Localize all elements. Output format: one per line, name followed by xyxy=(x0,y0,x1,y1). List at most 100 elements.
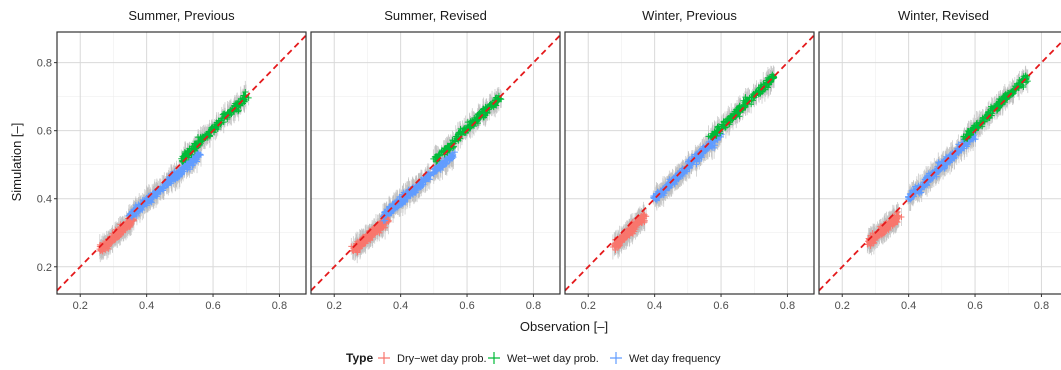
data-point xyxy=(157,186,164,193)
data-point xyxy=(361,240,368,247)
data-point xyxy=(137,203,144,210)
data-point xyxy=(935,159,942,166)
x-tick-label: 0.2 xyxy=(327,300,342,312)
data-point xyxy=(447,157,454,164)
data-point xyxy=(364,236,371,243)
data-point xyxy=(970,135,977,142)
data-point xyxy=(919,182,926,189)
x-tick-label: 0.2 xyxy=(73,300,88,312)
legend-label: Wet day frequency xyxy=(629,353,721,365)
data-point xyxy=(418,178,425,185)
data-point xyxy=(242,94,249,101)
data-point xyxy=(421,178,428,185)
data-point xyxy=(884,225,891,232)
data-point xyxy=(423,173,430,180)
data-point xyxy=(450,154,457,161)
data-point xyxy=(226,109,233,116)
data-point xyxy=(180,154,187,161)
y-axis-title: Simulation [–] xyxy=(9,123,24,202)
data-point xyxy=(123,221,130,228)
data-point xyxy=(471,116,478,123)
data-point xyxy=(116,229,123,236)
data-point xyxy=(671,180,678,187)
data-point xyxy=(685,160,692,167)
data-point xyxy=(415,185,422,192)
data-point xyxy=(696,154,703,161)
data-point xyxy=(895,212,902,219)
data-point xyxy=(912,183,919,190)
data-point xyxy=(693,158,700,165)
data-point xyxy=(654,188,661,195)
data-point xyxy=(449,153,456,160)
legend-item-dry-wet: Dry−wet day prob. xyxy=(378,352,487,365)
data-point xyxy=(143,202,150,209)
data-point xyxy=(160,185,167,192)
y-tick-label: 0.6 xyxy=(37,126,52,138)
data-point xyxy=(891,215,898,222)
data-point xyxy=(958,146,965,153)
data-point xyxy=(623,231,630,238)
data-point xyxy=(144,198,151,205)
panels: Summer, Previous 0.2 0.4 0.6 0.8 0.2 0.4 0.6 0.8… xyxy=(37,8,1061,312)
data-point xyxy=(708,133,715,140)
data-point xyxy=(467,123,474,130)
data-point xyxy=(440,162,447,169)
series-dry-wet xyxy=(609,211,650,253)
data-point xyxy=(122,226,129,233)
x-tick-label: 0.6 xyxy=(459,300,474,312)
data-point xyxy=(616,240,623,247)
data-point xyxy=(380,217,387,224)
series-wet-freq xyxy=(125,149,205,221)
data-point xyxy=(406,192,413,199)
x-tick-label: 0.8 xyxy=(272,300,287,312)
data-point xyxy=(392,205,399,212)
data-point xyxy=(627,228,634,235)
data-point xyxy=(354,249,361,256)
panel-4: Winter, Revised 0.2 0.4 0.6 0.8 xyxy=(818,8,1061,312)
data-point xyxy=(964,127,971,134)
data-layer xyxy=(96,80,252,263)
data-point xyxy=(179,159,186,166)
x-tick-label: 0.8 xyxy=(526,300,541,312)
data-point xyxy=(427,171,434,178)
data-point xyxy=(963,143,970,150)
data-point xyxy=(97,247,104,254)
data-point xyxy=(660,190,667,197)
data-point xyxy=(616,237,623,244)
panel-title: Summer, Revised xyxy=(384,8,487,23)
legend-title: Type xyxy=(346,351,373,365)
data-point xyxy=(426,176,433,183)
data-point xyxy=(435,152,442,159)
data-point xyxy=(185,161,192,168)
x-tick-label: 0.8 xyxy=(1034,300,1049,312)
data-point xyxy=(218,115,225,122)
panel-border xyxy=(56,31,307,295)
panel-border xyxy=(564,31,815,295)
data-point xyxy=(482,111,489,118)
panel-3: Winter, Previous 0.2 0.4 0.6 0.8 xyxy=(564,8,815,312)
data-point xyxy=(457,130,464,137)
data-point xyxy=(995,99,1002,106)
data-point xyxy=(99,240,106,247)
data-point xyxy=(621,236,628,243)
legend-key xyxy=(378,352,390,364)
data-point xyxy=(185,149,192,156)
data-point xyxy=(189,162,196,169)
data-point xyxy=(692,151,699,158)
data-point xyxy=(188,157,195,164)
data-point xyxy=(433,166,440,173)
legend-key xyxy=(488,352,500,364)
panel-2: Summer, Revised 0.2 0.4 0.6 0.8 xyxy=(310,8,561,312)
y-tick-label: 0.4 xyxy=(37,194,52,206)
data-point xyxy=(1004,95,1011,102)
data-point xyxy=(742,98,749,105)
x-tick-label: 0.6 xyxy=(713,300,728,312)
data-point xyxy=(111,235,118,242)
data-point xyxy=(688,154,695,161)
data-point xyxy=(736,102,743,109)
legend-item-wet-wet: Wet−wet day prob. xyxy=(488,352,599,365)
panel-title: Winter, Revised xyxy=(898,8,989,23)
data-point xyxy=(177,167,184,174)
legend-key xyxy=(610,352,622,364)
data-point xyxy=(889,219,896,226)
